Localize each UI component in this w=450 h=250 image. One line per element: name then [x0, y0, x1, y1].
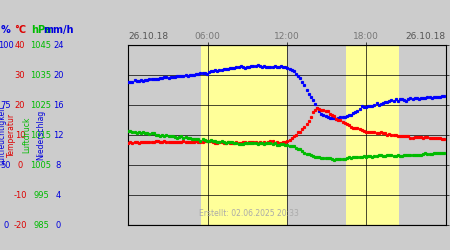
Text: 10: 10 — [15, 130, 25, 140]
Text: 26.10.18: 26.10.18 — [128, 32, 168, 42]
Bar — [346, 45, 399, 225]
Text: 30: 30 — [14, 70, 25, 80]
Text: 985: 985 — [33, 220, 49, 230]
Text: 995: 995 — [33, 190, 49, 200]
Text: 1025: 1025 — [31, 100, 52, 110]
Text: 4: 4 — [56, 190, 61, 200]
Bar — [201, 45, 287, 225]
Text: hPa: hPa — [31, 25, 51, 35]
Text: 8: 8 — [56, 160, 61, 170]
Text: 16: 16 — [53, 100, 63, 110]
Text: Luftfeuchtigkeit: Luftfeuchtigkeit — [0, 105, 6, 165]
Text: Temperatur: Temperatur — [7, 113, 16, 157]
Text: Niederschlag: Niederschlag — [36, 110, 45, 160]
Text: mm/h: mm/h — [43, 25, 74, 35]
Text: 20: 20 — [53, 70, 63, 80]
Text: 1045: 1045 — [31, 40, 52, 50]
Text: 1015: 1015 — [31, 130, 52, 140]
Text: 50: 50 — [0, 160, 11, 170]
Text: 75: 75 — [0, 100, 11, 110]
Text: 26.10.18: 26.10.18 — [405, 32, 446, 42]
Text: Luftdruck: Luftdruck — [22, 117, 32, 153]
Text: %: % — [1, 25, 11, 35]
Text: -20: -20 — [13, 220, 27, 230]
Text: 12: 12 — [53, 130, 63, 140]
Text: 24: 24 — [53, 40, 63, 50]
Text: 40: 40 — [15, 40, 25, 50]
Text: 1035: 1035 — [31, 70, 52, 80]
Text: 0: 0 — [17, 160, 22, 170]
Text: -10: -10 — [13, 190, 27, 200]
Text: 100: 100 — [0, 40, 14, 50]
Text: 0: 0 — [56, 220, 61, 230]
Text: °C: °C — [14, 25, 26, 35]
Text: 20: 20 — [15, 100, 25, 110]
Text: Erstellt: 02.06.2025 20:33: Erstellt: 02.06.2025 20:33 — [199, 209, 299, 218]
Text: 0: 0 — [3, 220, 9, 230]
Text: 1005: 1005 — [31, 160, 52, 170]
